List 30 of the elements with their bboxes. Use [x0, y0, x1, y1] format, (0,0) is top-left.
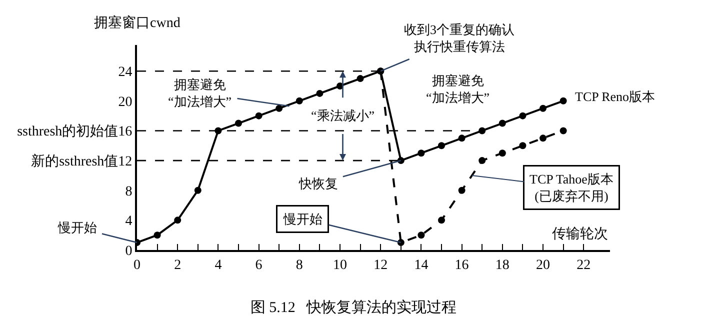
annotation: 慢开始 — [282, 212, 322, 226]
x-tick-label: 20 — [536, 258, 550, 273]
y-tick-label: 24 — [118, 64, 132, 80]
x-tick-label: 18 — [495, 258, 510, 273]
annotation: 快恢复 — [298, 176, 338, 191]
x-tick-label: 10 — [333, 258, 347, 273]
x-tick-label: 12 — [374, 258, 388, 273]
y-tick-label: ssthresh的初始值16 — [17, 124, 132, 140]
annotation: 收到3个重复的确认执行快重传算法 — [404, 22, 514, 54]
annotation: 慢开始 — [57, 220, 97, 235]
series-label: TCP Reno版本 — [575, 89, 656, 104]
y-axis-title: 拥塞窗口cwnd — [94, 15, 180, 31]
annotation: 拥塞避免“加法增大” — [168, 77, 232, 109]
y-tick-label: 8 — [125, 184, 132, 200]
y-tick-label: 新的ssthresh值12 — [31, 153, 132, 170]
y-tick-label: 0 — [125, 244, 132, 259]
y-tick-label: 4 — [125, 214, 132, 230]
series-label: TCP Tahoe版本 (已废弃不用) — [530, 172, 614, 204]
y-tick-label: 20 — [118, 94, 132, 110]
annotation: “乘法减小” — [311, 108, 375, 123]
text: 图 5.12 快恢复算法的实现过程 — [250, 299, 457, 316]
x-axis-title: 传输轮次 — [552, 226, 608, 242]
x-tick-label: 14 — [414, 258, 428, 273]
x-tick-label: 8 — [296, 258, 303, 273]
x-tick-label: 16 — [454, 258, 469, 273]
annotation: 拥塞避免“加法增大” — [426, 73, 490, 105]
x-tick-label: 6 — [255, 258, 262, 273]
x-tick-label: 4 — [214, 258, 222, 273]
x-tick-label: 22 — [576, 258, 591, 273]
x-tick-label: 2 — [174, 258, 182, 273]
